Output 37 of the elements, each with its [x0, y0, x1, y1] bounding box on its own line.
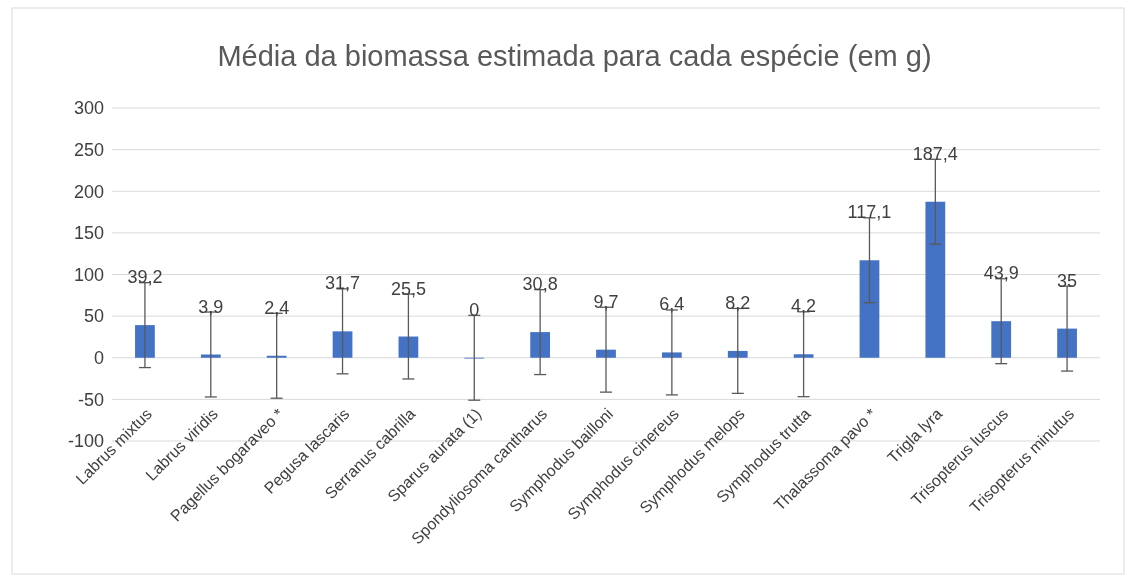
y-tick-label: 150 [73, 223, 104, 244]
data-label: 2,4 [264, 297, 290, 318]
bar [661, 352, 682, 358]
bar [332, 331, 353, 358]
y-tick-label: -100 [67, 431, 104, 452]
bar [925, 201, 946, 358]
data-label: 0 [469, 299, 480, 320]
y-tick-label: 50 [83, 306, 104, 327]
bar [398, 336, 419, 358]
data-label: 9,7 [593, 291, 619, 312]
data-label: 39,2 [127, 267, 163, 288]
data-label: 25,5 [390, 278, 426, 299]
data-label: 8,2 [725, 292, 751, 313]
data-label: 31,7 [325, 273, 361, 294]
bar [135, 325, 155, 358]
data-label: 6,4 [659, 294, 685, 315]
chart-title: Média da biomassa estimada para cada espécie (em g) [217, 40, 932, 72]
y-tick-label: 300 [73, 98, 104, 119]
data-label: 3,9 [198, 296, 224, 317]
data-label: 43,9 [983, 263, 1019, 284]
data-label: 117,1 [847, 202, 892, 223]
y-tick-label: 200 [73, 181, 104, 202]
data-label: 4,2 [791, 296, 817, 317]
bar [727, 350, 748, 358]
y-tick-label: -50 [77, 389, 104, 410]
data-label: 187,4 [912, 143, 958, 164]
bar [793, 354, 814, 358]
data-label: 30,8 [522, 274, 558, 295]
y-tick-label: 100 [73, 264, 104, 285]
data-label: 35 [1057, 270, 1078, 291]
y-tick-label: 0 [93, 348, 104, 369]
bar [266, 355, 287, 358]
bar [991, 321, 1012, 358]
bar [859, 260, 880, 358]
bar [530, 332, 551, 358]
bar [1057, 328, 1077, 358]
y-tick-label: 250 [73, 139, 104, 160]
